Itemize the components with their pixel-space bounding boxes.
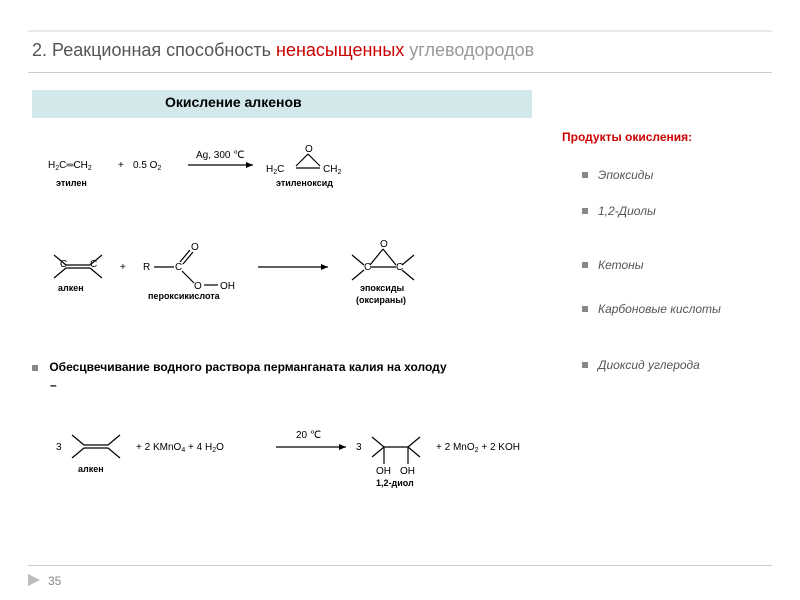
svg-text:OH: OH xyxy=(376,466,391,477)
decolorization-heading: Обесцвечивание водного раствора перманга… xyxy=(32,360,447,374)
svg-text:C: C xyxy=(90,259,97,270)
svg-text:O: O xyxy=(305,144,313,155)
reaction-2-svg: C C + R C O O OH O C C xyxy=(48,235,468,320)
product-label: 1,2-Диолы xyxy=(598,204,656,218)
product-co2: Диоксид углерода xyxy=(582,358,722,372)
bullet-icon xyxy=(582,208,588,214)
diol-label: 1,2-диол xyxy=(376,478,414,488)
product-label: Диоксид углерода xyxy=(598,358,700,372)
epoxide-label: эпоксиды xyxy=(360,283,404,293)
ethylene-label: этилен xyxy=(56,178,87,188)
svg-text:CH2: CH2 xyxy=(323,164,341,176)
bullet-icon xyxy=(582,262,588,268)
bullet-icon xyxy=(582,362,588,368)
product-diols: 1,2-Диолы xyxy=(582,204,656,218)
svg-text:+ 2 KMnO4 + 4 H2O: + 2 KMnO4 + 4 H2O xyxy=(136,442,224,454)
reaction-3: 3 + 2 KMnO4 + 4 H2O 20 ℃ 3 OH OH + 2 MnO… xyxy=(56,412,566,502)
product-label: Эпоксиды xyxy=(598,168,653,182)
svg-text:20 ℃: 20 ℃ xyxy=(296,430,321,441)
svg-text:H2C═CH2: H2C═CH2 xyxy=(48,160,92,172)
reaction-1-svg: H2C═CH2 + 0.5 O2 Ag, 300 ℃ O H2C CH2 xyxy=(48,140,408,210)
bullet-icon xyxy=(582,306,588,312)
product-acids: Карбоновые кислоты xyxy=(582,302,722,316)
reaction-2: C C + R C O O OH O C C алкен пероксикисл… xyxy=(48,235,468,320)
decolorization-text: Обесцвечивание водного раствора перманга… xyxy=(49,360,446,374)
reaction-3-svg: 3 + 2 KMnO4 + 4 H2O 20 ℃ 3 OH OH + 2 MnO… xyxy=(56,412,566,502)
alkene-label: алкен xyxy=(58,283,84,293)
svg-text:O: O xyxy=(380,239,388,250)
page-arrow-icon xyxy=(28,574,44,586)
svg-text:OH: OH xyxy=(220,281,235,292)
subheader-divider xyxy=(28,72,772,73)
page-number: 35 xyxy=(48,574,61,588)
title-suffix: углеводородов xyxy=(404,40,534,60)
svg-text:C: C xyxy=(396,262,403,273)
svg-text:O: O xyxy=(191,242,199,253)
title-prefix: 2. Реакционная способность xyxy=(32,40,276,60)
title-red: ненасыщенных xyxy=(276,40,404,60)
svg-text:3: 3 xyxy=(356,442,362,453)
epoxide-sublabel: (оксираны) xyxy=(356,295,406,305)
ethyleneoxide-label: этиленоксид xyxy=(276,178,333,188)
svg-text:C: C xyxy=(364,262,371,273)
svg-text:C: C xyxy=(60,259,67,270)
products-label: Продукты окисления: xyxy=(562,130,692,144)
bullet-icon xyxy=(582,172,588,178)
peroxyacid-label: пероксикислота xyxy=(148,291,220,301)
product-label: Карбоновые кислоты xyxy=(598,302,721,316)
product-ketones: Кетоны xyxy=(582,258,644,272)
svg-text:+ 2 MnO2 + 2 KOH: + 2 MnO2 + 2 KOH xyxy=(436,442,520,454)
svg-text:+: + xyxy=(120,262,126,273)
svg-text:C: C xyxy=(175,262,182,273)
decolorization-dash: – xyxy=(50,378,57,392)
svg-text:+: + xyxy=(118,160,124,171)
bullet-icon xyxy=(32,365,38,371)
header-divider xyxy=(28,30,772,32)
reaction-1: H2C═CH2 + 0.5 O2 Ag, 300 ℃ O H2C CH2 эти… xyxy=(48,140,408,210)
svg-text:Ag, 300 ℃: Ag, 300 ℃ xyxy=(196,150,244,161)
svg-text:OH: OH xyxy=(400,466,415,477)
alkene-label-3: алкен xyxy=(78,464,104,474)
svg-text:H2C: H2C xyxy=(266,164,284,176)
section-title: Окисление алкенов xyxy=(165,94,302,110)
page-title: 2. Реакционная способность ненасыщенных … xyxy=(32,40,534,61)
product-epoxides: Эпоксиды xyxy=(582,168,653,182)
svg-text:3: 3 xyxy=(56,442,62,453)
svg-text:0.5 O2: 0.5 O2 xyxy=(133,160,161,172)
footer-divider xyxy=(28,565,772,566)
svg-text:R: R xyxy=(143,262,150,273)
product-label: Кетоны xyxy=(598,258,644,272)
